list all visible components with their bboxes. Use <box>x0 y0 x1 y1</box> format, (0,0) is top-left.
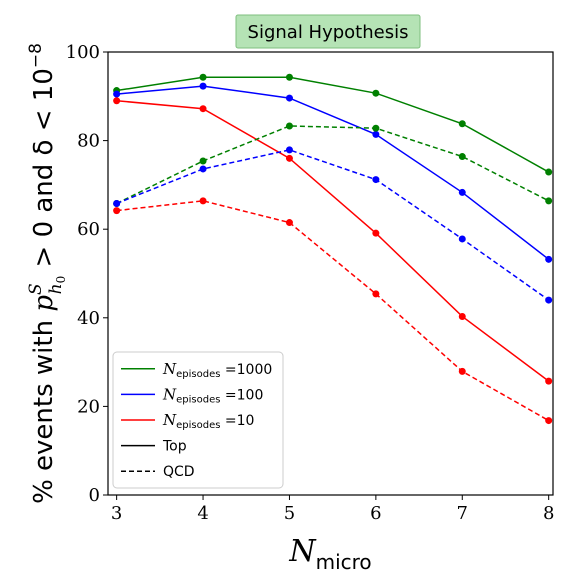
data-point <box>113 97 121 105</box>
y-tick-label: 40 <box>77 308 100 329</box>
data-point <box>199 197 207 205</box>
legend: Nepisodes =1000 Nepisodes =100 Nepisodes =… <box>112 351 284 489</box>
series-line <box>116 125 550 205</box>
legend-entry: Top <box>121 439 187 455</box>
y-label-sub: h <box>46 283 66 294</box>
data-point <box>372 229 380 237</box>
series-100-top <box>113 82 553 263</box>
data-point <box>199 82 207 90</box>
y-label-p: p <box>29 295 59 312</box>
legend-label: Top <box>162 439 187 455</box>
data-point <box>458 120 466 128</box>
data-point <box>545 417 553 425</box>
y-tick-label: 60 <box>77 219 100 240</box>
data-point <box>458 312 466 320</box>
series-line <box>116 149 550 301</box>
chart-title: Signal Hypothesis <box>248 22 409 43</box>
data-point <box>545 168 553 176</box>
x-tick-label: 5 <box>284 503 295 524</box>
legend-entry: Nepisodes =10 <box>121 411 254 431</box>
series-100-qcd <box>113 146 553 304</box>
y-tick-label: 20 <box>77 396 100 417</box>
legend-entry: Nepisodes =1000 <box>121 360 272 380</box>
x-label-main: N <box>288 534 317 569</box>
data-point <box>372 89 380 97</box>
data-point <box>458 188 466 196</box>
y-label-prefix: % events with <box>29 312 59 504</box>
data-point <box>545 197 553 205</box>
data-point <box>199 165 207 173</box>
data-point <box>113 200 121 208</box>
data-point <box>458 235 466 243</box>
series-10-top <box>113 97 553 385</box>
x-tick-label: 4 <box>197 503 208 524</box>
data-point <box>372 176 380 184</box>
series-layer <box>113 73 553 425</box>
x-tick-label: 6 <box>370 503 381 524</box>
data-point <box>285 146 293 154</box>
data-point <box>545 377 553 385</box>
chart-title-box <box>235 14 421 49</box>
data-point <box>372 124 380 132</box>
x-tick-label: 3 <box>111 503 122 524</box>
legend-entry: QCD <box>121 464 195 480</box>
data-point <box>285 154 293 162</box>
data-point <box>285 122 293 130</box>
series-line <box>116 200 550 422</box>
data-point <box>545 255 553 263</box>
y-tick-label: 0 <box>89 485 100 506</box>
x-tick-label: 7 <box>457 503 468 524</box>
legend-label: Nepisodes =10 <box>162 411 254 431</box>
series-line <box>116 76 550 173</box>
data-point <box>372 290 380 298</box>
legend-entry: Nepisodes =100 <box>121 385 263 405</box>
legend-label: Nepisodes =100 <box>162 385 263 405</box>
data-point <box>285 73 293 81</box>
series-line <box>116 99 550 382</box>
x-label-sub: micro <box>316 550 372 574</box>
data-point <box>285 94 293 102</box>
data-point <box>199 157 207 165</box>
series-10-qcd <box>113 197 553 425</box>
y-label-sup: S <box>26 283 46 295</box>
data-point <box>113 207 121 215</box>
legend-label: QCD <box>163 464 195 480</box>
series-line <box>116 85 550 260</box>
y-label-exp: −8 <box>26 43 46 68</box>
data-point <box>372 130 380 138</box>
data-point <box>285 219 293 227</box>
y-tick-label: 80 <box>77 131 100 152</box>
data-point <box>458 367 466 375</box>
data-point <box>199 105 207 113</box>
y-label-rest: > 0 and δ < 10 <box>29 68 59 276</box>
plot-frame <box>107 51 554 496</box>
legend-label: Nepisodes =1000 <box>162 360 272 380</box>
chart-title-group: Signal Hypothesis <box>235 14 421 49</box>
data-point <box>458 153 466 161</box>
y-axis-label: % events with pSh0 > 0 and δ < 10−8 <box>26 43 68 504</box>
y-axis-title: % events with pSh0 > 0 and δ < 10−8 <box>26 43 68 504</box>
x-axis-title: Nmicro <box>288 534 371 574</box>
data-point <box>113 90 121 98</box>
x-axis-label: Nmicro <box>288 534 371 574</box>
x-tick-label: 8 <box>543 503 554 524</box>
series-1000-top <box>113 73 553 176</box>
y-label-subsub: 0 <box>54 276 68 284</box>
legend-box <box>112 351 284 489</box>
data-point <box>545 296 553 304</box>
y-tick-label: 100 <box>66 42 100 63</box>
data-point <box>199 73 207 81</box>
